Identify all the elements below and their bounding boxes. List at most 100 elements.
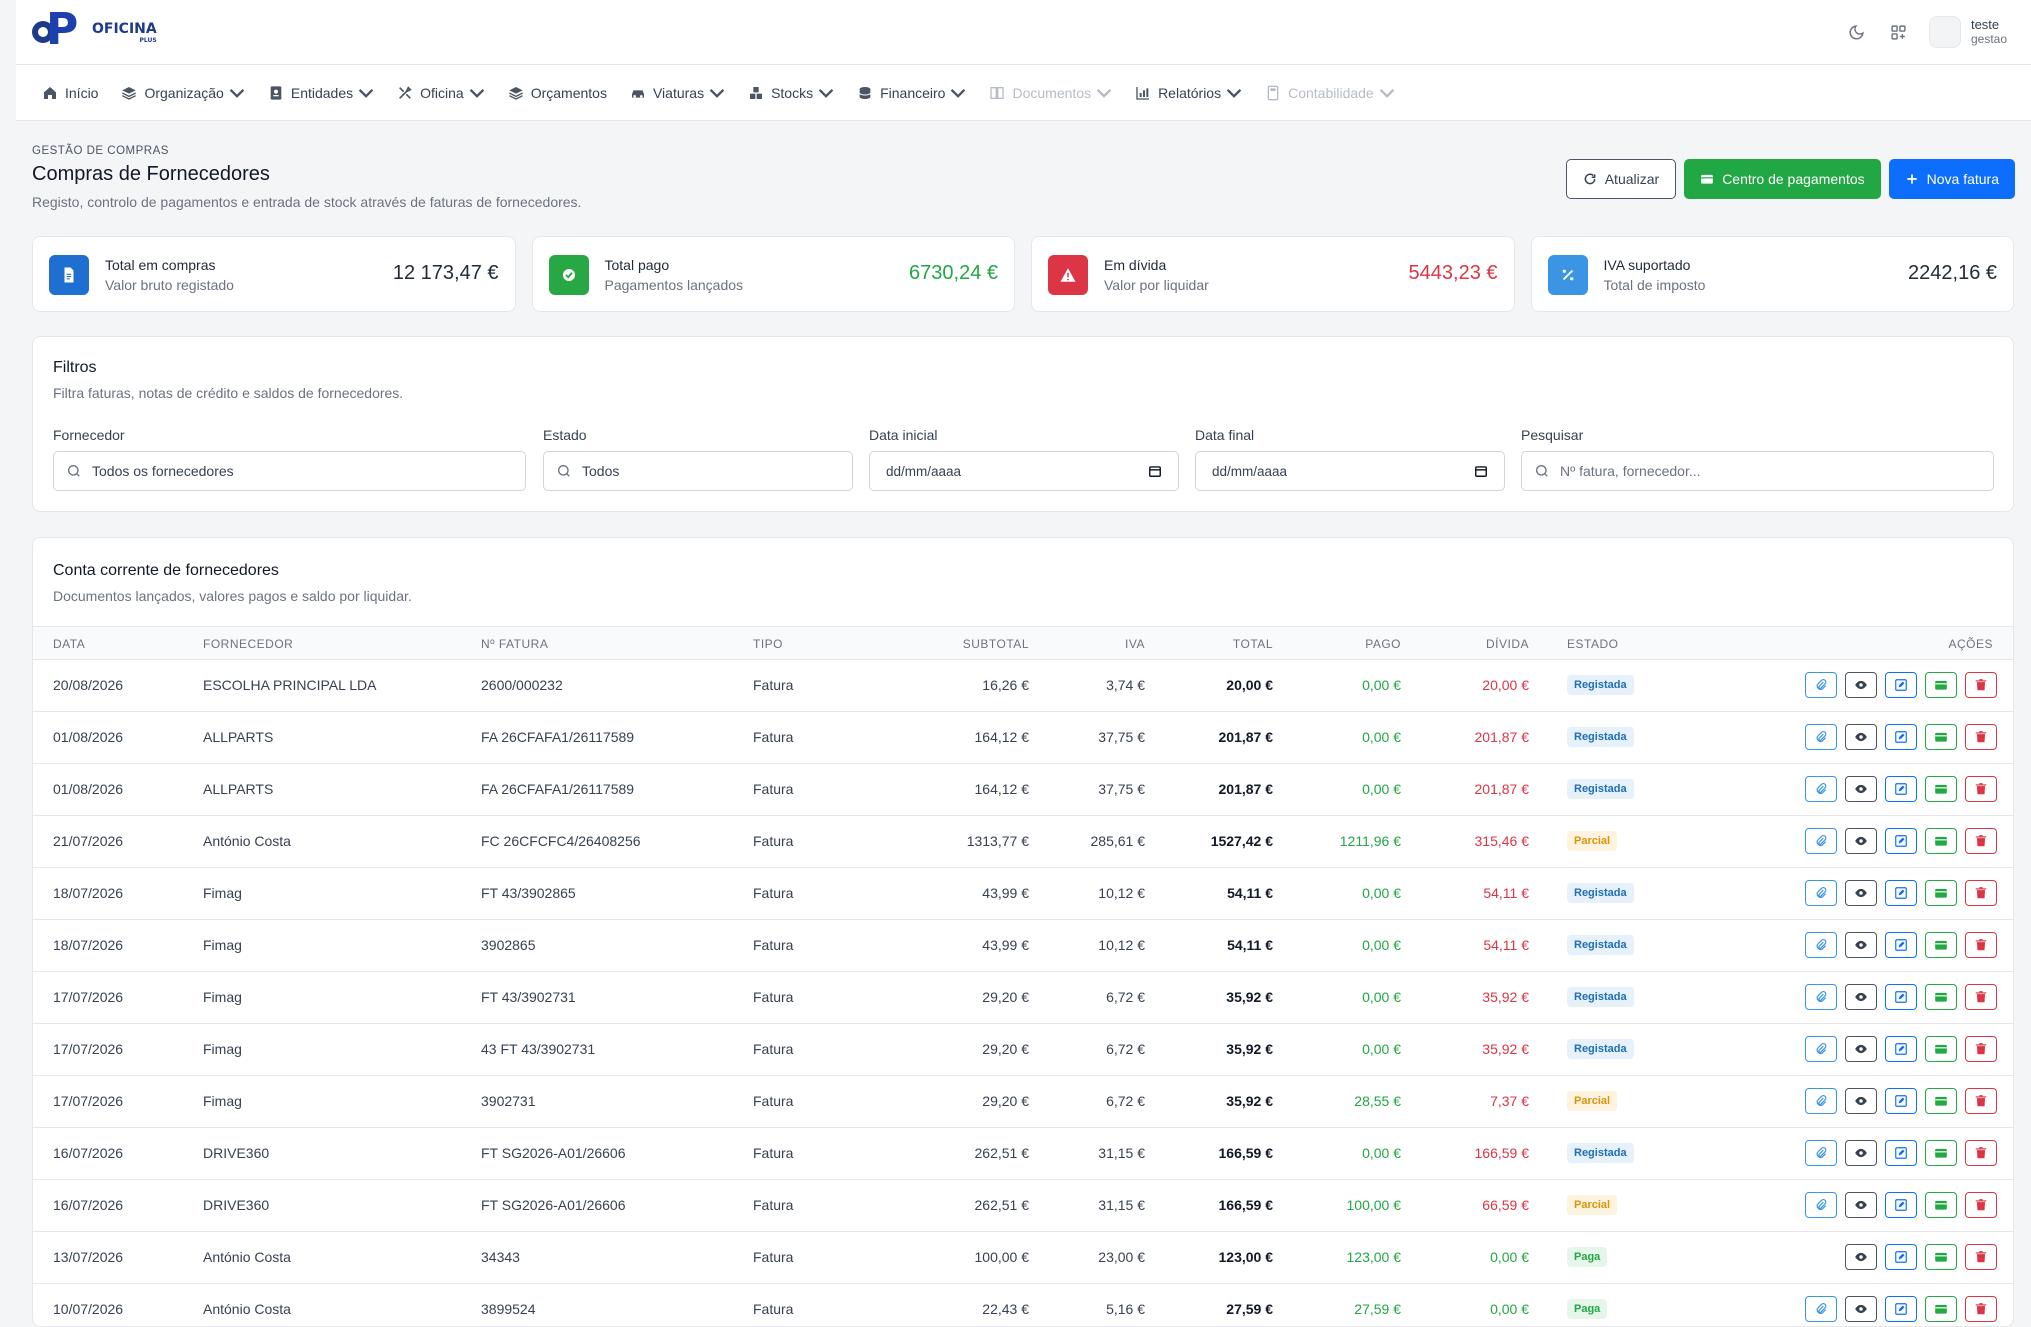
search-input[interactable]: Nº fatura, fornecedor... xyxy=(1521,451,1994,491)
col-paid[interactable]: PAGO xyxy=(1365,637,1401,651)
nav-item-inicio[interactable]: Início xyxy=(42,85,98,101)
start-date-input[interactable]: dd/mm/aaaa xyxy=(869,451,1179,491)
delete-button[interactable] xyxy=(1965,984,1997,1010)
view-button[interactable] xyxy=(1845,672,1877,698)
edit-button[interactable] xyxy=(1885,1036,1917,1062)
view-button[interactable] xyxy=(1845,1088,1877,1114)
pay-button[interactable] xyxy=(1925,1192,1957,1218)
attachment-button[interactable] xyxy=(1805,932,1837,958)
attachment-button[interactable] xyxy=(1805,776,1837,802)
logo[interactable]: P OFICINA PLUS xyxy=(32,8,157,52)
edit-button[interactable] xyxy=(1885,932,1917,958)
calendar-icon[interactable] xyxy=(1474,464,1488,478)
status-select[interactable]: Todos xyxy=(543,451,853,491)
col-supplier[interactable]: FORNECEDOR xyxy=(203,637,294,651)
attachment-button[interactable] xyxy=(1805,1192,1837,1218)
col-subtotal[interactable]: SUBTOTAL xyxy=(962,637,1029,651)
view-button[interactable] xyxy=(1845,1140,1877,1166)
supplier-select[interactable]: Todos os fornecedores xyxy=(53,451,526,491)
nav-item-financeiro[interactable]: Financeiro xyxy=(857,85,966,101)
view-button[interactable] xyxy=(1845,1296,1877,1322)
edit-button[interactable] xyxy=(1885,1244,1917,1270)
col-status[interactable]: ESTADO xyxy=(1567,637,1619,651)
edit-button[interactable] xyxy=(1885,1088,1917,1114)
delete-button[interactable] xyxy=(1965,1192,1997,1218)
delete-button[interactable] xyxy=(1965,880,1997,906)
col-invoice[interactable]: Nº FATURA xyxy=(481,637,549,651)
view-button[interactable] xyxy=(1845,880,1877,906)
pay-button[interactable] xyxy=(1925,1088,1957,1114)
delete-button[interactable] xyxy=(1965,1296,1997,1322)
nav-item-oficina[interactable]: Oficina xyxy=(397,85,485,101)
refresh-button[interactable]: Atualizar xyxy=(1565,159,1677,199)
attachment-button[interactable] xyxy=(1805,1140,1837,1166)
attachment-button[interactable] xyxy=(1805,828,1837,854)
pay-button[interactable] xyxy=(1925,776,1957,802)
delete-button[interactable] xyxy=(1965,776,1997,802)
attachment-button[interactable] xyxy=(1805,724,1837,750)
calendar-icon[interactable] xyxy=(1148,464,1162,478)
pay-button[interactable] xyxy=(1925,984,1957,1010)
view-button[interactable] xyxy=(1845,776,1877,802)
cell-debt: 0,00 € xyxy=(1490,1301,1529,1317)
nav-item-relatorios[interactable]: Relatórios xyxy=(1135,85,1242,101)
pay-button[interactable] xyxy=(1925,1244,1957,1270)
delete-button[interactable] xyxy=(1965,724,1997,750)
view-button[interactable] xyxy=(1845,828,1877,854)
view-button[interactable] xyxy=(1845,932,1877,958)
pay-button[interactable] xyxy=(1925,932,1957,958)
delete-button[interactable] xyxy=(1965,1036,1997,1062)
payments-center-button[interactable]: Centro de pagamentos xyxy=(1684,159,1881,199)
edit-button[interactable] xyxy=(1885,672,1917,698)
view-button[interactable] xyxy=(1845,1244,1877,1270)
pay-button[interactable] xyxy=(1925,1296,1957,1322)
user-menu[interactable]: teste gestao xyxy=(1928,16,2007,48)
view-button[interactable] xyxy=(1845,1036,1877,1062)
col-debt[interactable]: DÍVIDA xyxy=(1485,637,1529,651)
pay-button[interactable] xyxy=(1925,724,1957,750)
delete-button[interactable] xyxy=(1965,1140,1997,1166)
delete-button[interactable] xyxy=(1965,672,1997,698)
nav-item-viaturas[interactable]: Viaturas xyxy=(630,85,725,101)
pay-button[interactable] xyxy=(1925,828,1957,854)
delete-button[interactable] xyxy=(1965,932,1997,958)
edit-button[interactable] xyxy=(1885,1192,1917,1218)
pay-button[interactable] xyxy=(1925,1036,1957,1062)
view-button[interactable] xyxy=(1845,1192,1877,1218)
nav-item-organizacao[interactable]: Organização xyxy=(121,85,245,101)
pay-button[interactable] xyxy=(1925,672,1957,698)
col-total[interactable]: TOTAL xyxy=(1232,637,1273,651)
cell-date: 16/07/2026 xyxy=(53,1197,124,1213)
attachment-button[interactable] xyxy=(1805,672,1837,698)
nav-item-stocks[interactable]: Stocks xyxy=(748,85,834,101)
apps-grid-icon[interactable] xyxy=(1887,20,1911,44)
edit-button[interactable] xyxy=(1885,1140,1917,1166)
nav-item-orcamentos[interactable]: Orçamentos xyxy=(508,85,607,101)
delete-button[interactable] xyxy=(1965,1088,1997,1114)
col-date[interactable]: DATA xyxy=(53,637,86,651)
pay-button[interactable] xyxy=(1925,880,1957,906)
nav-item-entidades[interactable]: Entidades xyxy=(268,85,374,101)
new-invoice-button[interactable]: Nova fatura xyxy=(1888,159,2015,199)
pay-button[interactable] xyxy=(1925,1140,1957,1166)
attachment-button[interactable] xyxy=(1805,880,1837,906)
attachment-button[interactable] xyxy=(1805,984,1837,1010)
attachment-button[interactable] xyxy=(1805,1036,1837,1062)
view-button[interactable] xyxy=(1845,724,1877,750)
edit-button[interactable] xyxy=(1885,1296,1917,1322)
edit-button[interactable] xyxy=(1885,776,1917,802)
delete-button[interactable] xyxy=(1965,828,1997,854)
view-button[interactable] xyxy=(1845,984,1877,1010)
col-vat[interactable]: IVA xyxy=(1125,637,1145,651)
edit-button[interactable] xyxy=(1885,880,1917,906)
edit-button[interactable] xyxy=(1885,828,1917,854)
col-type[interactable]: TIPO xyxy=(753,637,784,651)
attachment-button[interactable] xyxy=(1805,1088,1837,1114)
dark-mode-icon[interactable] xyxy=(1845,20,1869,44)
delete-button[interactable] xyxy=(1965,1244,1997,1270)
attachment-button[interactable] xyxy=(1805,1296,1837,1322)
end-date-input[interactable]: dd/mm/aaaa xyxy=(1195,451,1505,491)
edit-button[interactable] xyxy=(1885,724,1917,750)
edit-button[interactable] xyxy=(1885,984,1917,1010)
